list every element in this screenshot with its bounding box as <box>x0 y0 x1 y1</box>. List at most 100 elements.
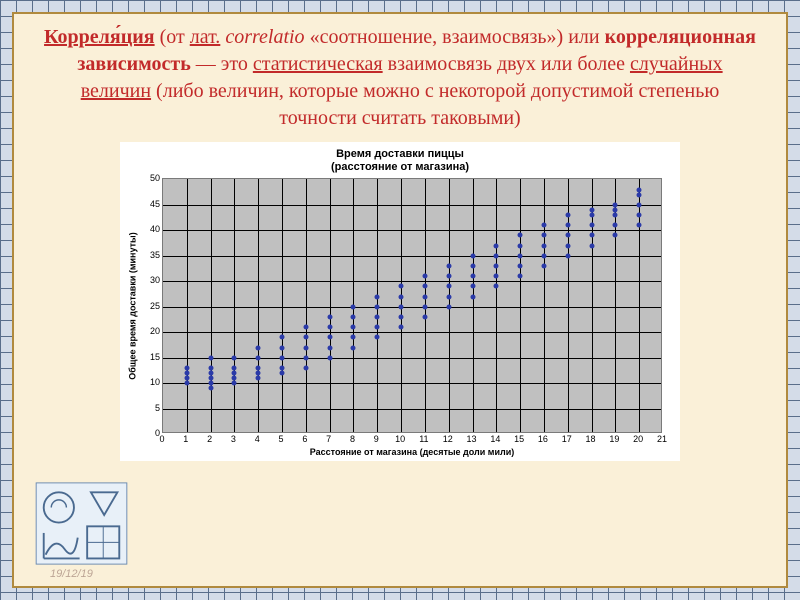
gridline-v <box>282 179 283 432</box>
data-point <box>494 264 499 269</box>
gridline-h <box>163 307 661 308</box>
term-correlation: Корреля́ция <box>44 26 155 48</box>
data-point <box>327 355 332 360</box>
data-point <box>351 304 356 309</box>
data-point <box>375 335 380 340</box>
data-point <box>541 264 546 269</box>
data-point <box>351 325 356 330</box>
x-tick: 0 <box>159 434 164 444</box>
data-point <box>375 315 380 320</box>
scatter-chart: Время доставки пиццы (расстояние от мага… <box>120 142 680 461</box>
data-point <box>375 325 380 330</box>
data-point <box>470 274 475 279</box>
data-point <box>637 187 642 192</box>
x-tick: 20 <box>633 434 643 444</box>
definition-paragraph: Корреля́ция (от лат. correlatio «соотнош… <box>44 24 756 132</box>
data-point <box>637 202 642 207</box>
grid-background: Корреля́ция (от лат. correlatio «соотнош… <box>0 0 800 600</box>
y-tick: 35 <box>150 250 160 260</box>
data-point <box>303 325 308 330</box>
x-tick: 5 <box>279 434 284 444</box>
paper-panel: Корреля́ция (от лат. correlatio «соотнош… <box>12 12 788 588</box>
gridline-v <box>306 179 307 432</box>
data-point <box>565 233 570 238</box>
y-tick: 5 <box>155 403 160 413</box>
x-tick: 16 <box>538 434 548 444</box>
data-point <box>613 223 618 228</box>
date-stamp: 19/12/19 <box>50 568 93 580</box>
y-tick: 45 <box>150 199 160 209</box>
def-translation: «соотношение, взаимосвязь») или <box>310 26 605 48</box>
data-point <box>208 366 213 371</box>
data-point <box>256 355 261 360</box>
data-point <box>232 381 237 386</box>
data-point <box>470 294 475 299</box>
data-point <box>422 304 427 309</box>
data-point <box>613 213 618 218</box>
data-point <box>518 264 523 269</box>
x-tick: 1 <box>183 434 188 444</box>
data-point <box>399 284 404 289</box>
data-point <box>494 243 499 248</box>
ylabel-container: Общее время доставки (минуты) <box>124 178 142 433</box>
x-tick: 6 <box>302 434 307 444</box>
gridline-h <box>163 256 661 257</box>
data-point <box>518 274 523 279</box>
x-tick: 3 <box>231 434 236 444</box>
data-point <box>184 381 189 386</box>
data-point <box>541 243 546 248</box>
data-point <box>422 284 427 289</box>
data-point <box>351 315 356 320</box>
data-point <box>280 366 285 371</box>
chart-body: Общее время доставки (минуты) 0510152025… <box>124 178 676 433</box>
data-point <box>399 304 404 309</box>
data-point <box>470 264 475 269</box>
x-tick: 13 <box>467 434 477 444</box>
def-stat: статистическая <box>253 53 383 75</box>
data-point <box>589 207 594 212</box>
data-point <box>589 233 594 238</box>
data-point <box>637 223 642 228</box>
y-tick: 10 <box>150 377 160 387</box>
data-point <box>303 355 308 360</box>
data-point <box>541 233 546 238</box>
def-lat-word: correlatio <box>220 26 309 48</box>
data-point <box>422 315 427 320</box>
data-point <box>494 274 499 279</box>
data-point <box>637 192 642 197</box>
data-point <box>565 243 570 248</box>
data-point <box>280 345 285 350</box>
x-tick: 12 <box>443 434 453 444</box>
data-point <box>494 253 499 258</box>
data-point <box>208 381 213 386</box>
data-point <box>184 376 189 381</box>
chart-title-line1: Время доставки пиццы <box>336 148 464 160</box>
data-point <box>541 223 546 228</box>
data-point <box>232 371 237 376</box>
data-point <box>446 264 451 269</box>
def-mid: взаимосвязь двух или более <box>383 53 630 75</box>
data-point <box>637 213 642 218</box>
data-point <box>256 366 261 371</box>
x-tick: 11 <box>419 434 428 444</box>
data-point <box>232 366 237 371</box>
data-point <box>184 366 189 371</box>
x-tick: 14 <box>490 434 500 444</box>
gridline-v <box>187 179 188 432</box>
gridline-v <box>258 179 259 432</box>
data-point <box>399 294 404 299</box>
x-tick: 9 <box>374 434 379 444</box>
data-point <box>208 376 213 381</box>
gridline-h <box>163 281 661 282</box>
x-tick: 19 <box>609 434 619 444</box>
y-tick: 20 <box>150 326 160 336</box>
x-tick: 18 <box>586 434 596 444</box>
data-point <box>375 294 380 299</box>
x-tick: 2 <box>207 434 212 444</box>
data-point <box>327 335 332 340</box>
data-point <box>470 284 475 289</box>
gridline-v <box>211 179 212 432</box>
plot-area <box>162 178 662 433</box>
y-tick: 30 <box>150 275 160 285</box>
data-point <box>613 202 618 207</box>
